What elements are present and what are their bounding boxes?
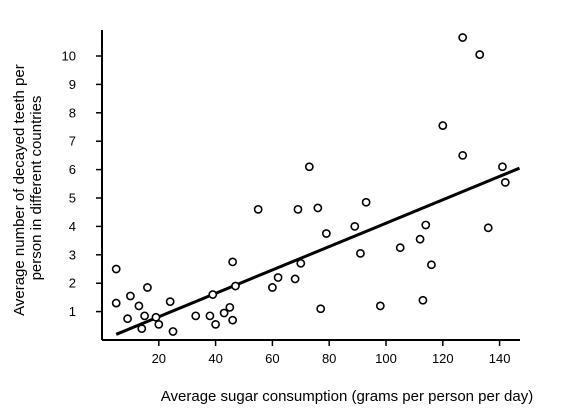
data-point — [273, 273, 283, 282]
x-axis-label: Average sugar consumption (grams per per… — [161, 388, 533, 405]
data-point — [137, 324, 147, 334]
plot-area: 20 40 60 80 100 120 140 1 2 3 4 5 6 7 8 9 10 — [62, 30, 521, 366]
y-tick-label: 4 — [69, 219, 76, 234]
data-point — [228, 315, 238, 325]
y-tick-label: 1 — [69, 304, 76, 319]
data-point — [498, 162, 507, 172]
x-tick-label: 80 — [322, 351, 336, 366]
data-point — [111, 264, 121, 274]
data-point — [219, 308, 229, 318]
data-point — [140, 311, 149, 321]
data-point — [483, 223, 493, 233]
data-point — [253, 204, 263, 214]
data-point — [267, 283, 277, 292]
data-point — [191, 311, 201, 321]
data-point — [211, 319, 220, 329]
x-tick-label: 100 — [375, 351, 397, 366]
y-tick-label: 8 — [69, 105, 76, 120]
y-axis-label-line-2: person in different countries — [28, 96, 45, 281]
data-point — [208, 290, 218, 299]
data-point — [500, 177, 510, 187]
data-point — [361, 197, 371, 207]
data-point — [304, 162, 314, 172]
data-point — [205, 311, 215, 321]
y-tick-label: 10 — [62, 49, 76, 64]
data-point — [143, 283, 152, 292]
data-point — [296, 258, 306, 268]
data-point — [151, 312, 161, 322]
data-point — [395, 243, 405, 253]
data-point — [293, 204, 303, 214]
data-point — [321, 229, 331, 238]
data-point — [458, 150, 468, 160]
y-axis-label-line-1: Average number of decayed teeth per — [11, 64, 28, 316]
data-point — [418, 295, 428, 305]
data-point — [123, 314, 132, 324]
data-point — [438, 121, 448, 130]
data-point — [225, 302, 235, 312]
data-point — [475, 50, 485, 59]
data-point — [228, 257, 238, 267]
y-tick-label: 9 — [69, 77, 76, 92]
y-tick-label: 3 — [69, 247, 76, 262]
x-tick-label: 60 — [265, 351, 279, 366]
data-point — [375, 301, 385, 311]
data-point — [154, 319, 164, 329]
x-tick-label: 40 — [208, 351, 222, 366]
data-point — [313, 203, 323, 213]
data-point — [165, 297, 175, 307]
y-axis-label: Average number of decayed teeth per pers… — [11, 60, 45, 316]
trend-line — [115, 166, 521, 336]
data-point — [316, 304, 326, 314]
data-point — [134, 301, 144, 311]
data-point — [125, 291, 135, 301]
y-tick-label: 7 — [69, 134, 76, 149]
data-point — [168, 327, 178, 336]
x-tick-label: 140 — [489, 351, 511, 366]
data-point — [231, 281, 240, 291]
data-point — [290, 274, 300, 284]
y-tick-label: 6 — [69, 162, 76, 177]
data-point — [415, 234, 425, 244]
data-point — [356, 248, 365, 258]
data-point — [421, 220, 431, 230]
x-tick-label: 20 — [152, 351, 166, 366]
data-point — [458, 33, 468, 42]
data-point — [111, 298, 121, 308]
data-point — [350, 221, 360, 231]
y-tick-label: 2 — [69, 276, 76, 291]
data-point — [427, 260, 436, 270]
y-tick-label: 5 — [69, 191, 76, 206]
x-tick-label: 120 — [432, 351, 454, 366]
